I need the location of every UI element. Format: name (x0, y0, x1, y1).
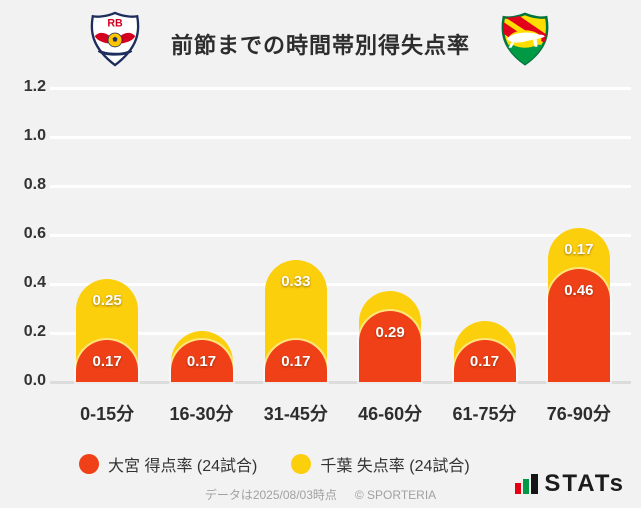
value-label-chiba: 0.25 (92, 292, 122, 310)
stats-bars-icon (515, 474, 539, 494)
gridline (50, 184, 631, 188)
legend-dot-icon (79, 454, 99, 474)
legend-label: 千葉 失点率 (24試合) (320, 458, 470, 475)
y-tick-label: 1.0 (23, 127, 46, 144)
x-axis-label: 61-75分 (452, 404, 517, 424)
gridline (50, 331, 631, 335)
gridline (50, 135, 631, 139)
copyright: © SPORTERIA (354, 488, 437, 502)
bar-segment-omiya-scored (547, 269, 610, 382)
rb-omiya-crest-icon: RB (86, 10, 144, 68)
stats-logo-text: STATs (544, 470, 625, 497)
bar-segment-omiya-scored (76, 340, 139, 382)
data-note: データは2025/08/03時点 (204, 488, 337, 502)
value-label-omiya: 0.17 (92, 353, 122, 371)
value-label-chiba: 0.33 (281, 272, 311, 290)
x-axis-label: 31-45分 (263, 404, 328, 424)
value-label-omiya: 0.17 (281, 353, 311, 371)
jef-united-chiba-crest-icon (496, 10, 554, 68)
x-axis-label: 16-30分 (169, 404, 234, 424)
value-label-omiya: 0.29 (375, 323, 405, 341)
y-tick-label: 1.2 (23, 78, 46, 95)
legend-item: 千葉 失点率 (24試合) (291, 452, 470, 476)
legend-label: 大宮 得点率 (24試合) (108, 458, 258, 475)
bar-segment-omiya-scored (264, 340, 327, 382)
x-axis-label: 46-60分 (358, 404, 423, 424)
y-tick-label: 0.0 (23, 372, 46, 389)
stats-logo: STATs (515, 470, 625, 497)
y-tick-label: 0.8 (23, 176, 46, 193)
x-axis-label: 76-90分 (546, 404, 611, 424)
gridline (50, 282, 631, 286)
gridline (50, 233, 631, 237)
legend-item: 大宮 得点率 (24試合) (79, 452, 257, 476)
x-axis-label: 0-15分 (80, 404, 135, 424)
bar-segment-omiya-scored (359, 310, 422, 382)
value-label-omiya: 0.17 (186, 353, 217, 371)
y-tick-label: 0.6 (23, 225, 46, 242)
x-axis-line (50, 380, 631, 384)
gridline (50, 86, 631, 90)
value-label-omiya: 0.17 (469, 353, 500, 371)
chart-legend: 大宮 得点率 (24試合) 千葉 失点率 (24試合) (79, 452, 470, 476)
footer: データは2025/08/03時点 © SPORTERIA (0, 486, 641, 503)
value-label-chiba: 0.17 (564, 240, 594, 258)
bar-segment-omiya-scored (170, 340, 233, 382)
y-tick-label: 0.4 (23, 274, 46, 291)
bar-segment-omiya-scored (453, 340, 516, 382)
legend-dot-icon (291, 454, 312, 474)
svg-text:RB: RB (107, 17, 123, 29)
y-tick-label: 0.2 (23, 323, 46, 340)
value-label-omiya: 0.46 (564, 282, 594, 300)
page-title: 前節までの時間帯別得失点率 (170, 33, 470, 58)
